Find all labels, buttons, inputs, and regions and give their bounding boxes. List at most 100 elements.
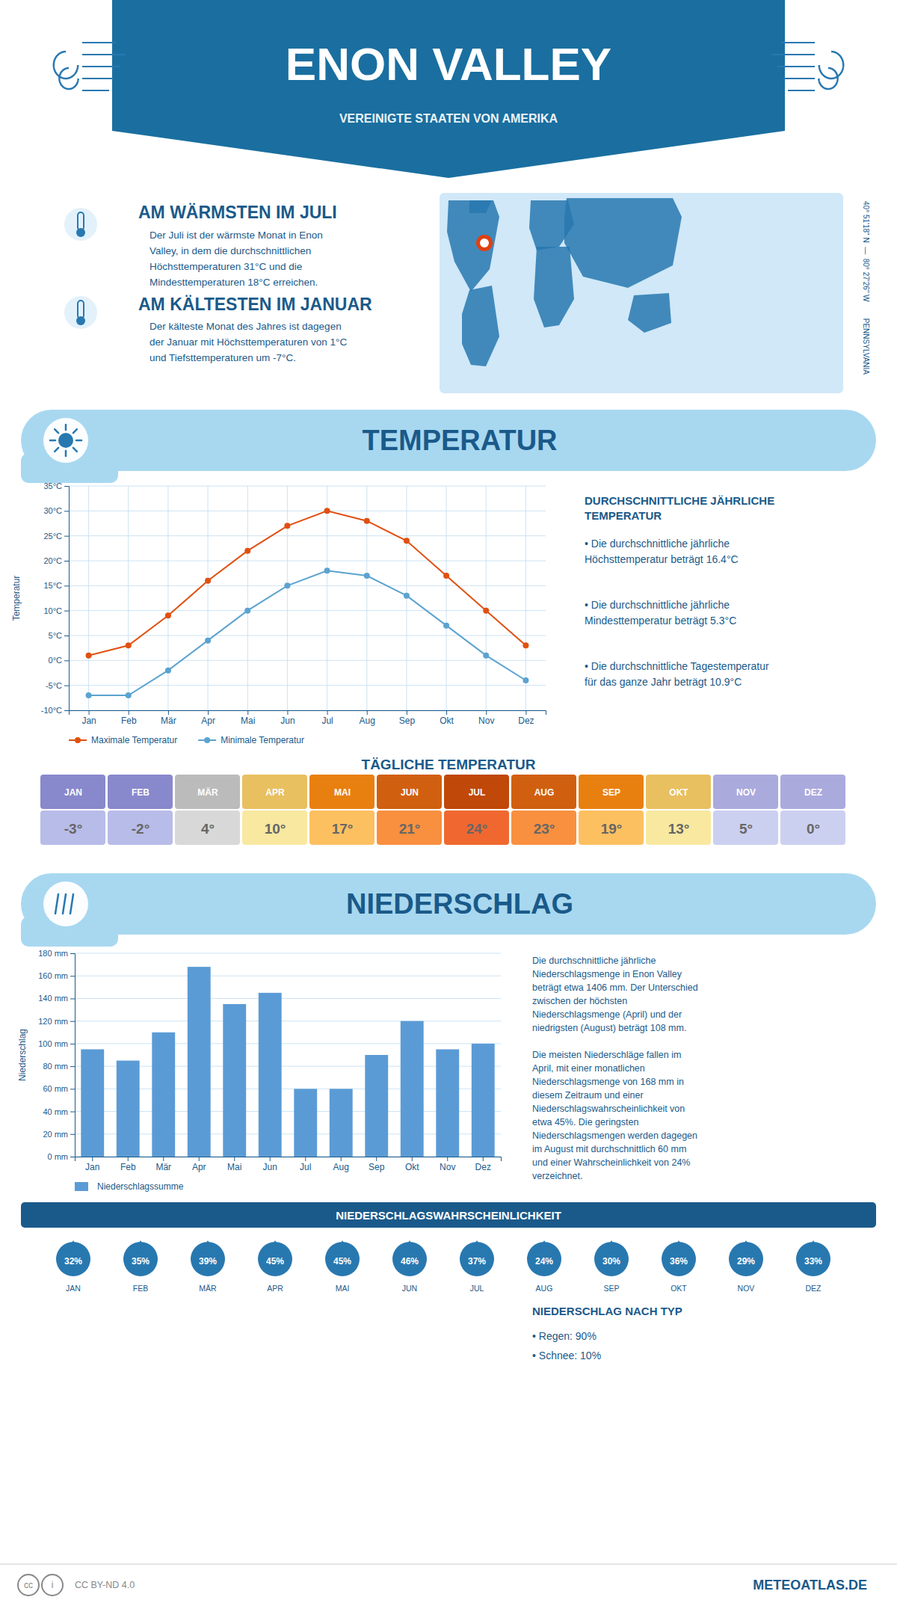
bar [293,1088,317,1157]
y-axis-line [64,486,70,711]
section-title: TEMPERATUR [361,424,557,456]
bar [471,1043,495,1157]
daily-header-cell [309,774,375,809]
marks [80,966,495,1157]
license-line: CC BY-ND 4.0 [74,1579,135,1590]
line-chart: -10°C-5°C0°C5°C10°C15°C20°C25°C30°C35°C J… [11,481,547,746]
precip-text-line: diesem Zeitraum und einer [532,1089,644,1101]
daily-value-line: -2° [131,820,151,837]
x-tick-label: Okt [439,715,454,726]
x-tick-mark [198,1156,200,1161]
legend: Maximale TemperaturMinimale Temperatur [68,734,305,746]
annual-title: DURCHSCHNITTLICHE JÄHRLICHETEMPERATUR [584,494,775,522]
drop-month-line: FEB [133,1283,149,1293]
daily-value-cell [444,810,510,845]
x-grid-line [446,485,448,711]
precip-text-line: Niederschlagsmenge (April) und der [532,1009,682,1020]
map [439,192,844,394]
x-tick-mark [247,710,249,715]
precip-text-line: April, mit einer monatlichen [532,1062,646,1074]
warmest-text-line: Der Juli ist der wärmste Monat in Enon [149,229,323,241]
continent [447,200,500,292]
y-grid-line [68,535,546,536]
daily-month: JAN [64,787,83,798]
precipitation-probability: NIEDERSCHLAGSWAHRSCHEINLICHKEIT32%JAN35%… [20,1201,877,1293]
y-tick-label: 180 mm [38,948,69,958]
wind-swirl [818,68,838,89]
x-tick-label: Sep [399,715,416,726]
x-tick: Apr [201,710,216,726]
x-tick-label: Jan [81,715,96,726]
x-tick-label: Feb [121,715,137,726]
y-grid-line [68,560,546,562]
site: METEOATLAS.DE [752,1577,868,1593]
series-marker [284,522,291,529]
coldest-text-line: Der kälteste Monat des Jahres ist dagege… [149,320,342,332]
y-grid-line [74,953,501,954]
x-tick-mark [482,1156,484,1161]
x-tick: Dez [518,710,534,726]
drop-label-line: 32% [64,1255,83,1267]
drop-label: 24% [535,1255,554,1267]
section-header: NIEDERSCHLAG [20,873,877,947]
wind-line [82,41,116,44]
y-tick-mark [70,1156,75,1158]
x-tick: Jul [321,710,333,726]
x-axis: JanFebMärAprMaiJunJulAugSepOktNovDez [75,1156,502,1173]
sun-icon [58,432,74,448]
x-tick-label: Jul [321,715,333,726]
drop-month-line: AUG [535,1283,554,1293]
y-tick-label: 5°C [48,630,63,640]
y-tick-label: 120 mm [38,1016,69,1026]
drop-label-line: 24% [535,1255,554,1267]
x-tick-mark [88,710,90,715]
y-tick-mark [64,610,69,612]
y-tick-mark [70,1133,75,1135]
drop-month: JUN [402,1283,418,1293]
annual-item: • Die durchschnittliche jährlicheHöchstt… [584,537,739,566]
y-tick-label: 35°C [43,481,63,491]
y-grid-line [68,660,546,661]
x-tick-mark [304,1156,306,1161]
drop-label-line: 37% [467,1255,486,1267]
warmest-text-line: Mindesttemperaturen 18°C erreichen. [149,276,318,288]
wind-swirl [53,51,78,79]
probability-drop: 36%OKT [661,1240,696,1293]
x-tick-label: Feb [120,1161,137,1173]
title-line: ENON VALLEY [285,38,612,90]
y-tick: 35°C [43,481,69,491]
y-tick: 5°C [48,630,69,640]
header: ENON VALLEYVEREINIGTE STAATEN VON AMERIK… [53,0,844,178]
y-tick: 20 mm [42,1129,75,1139]
precip-text-line: Niederschlagsmenge in Enon Valley [532,968,683,980]
infographic: ENON VALLEYVEREINIGTE STAATEN VON AMERIK… [0,0,897,1600]
x-tick-label: Aug [359,715,376,726]
daily-header-cell [376,774,442,809]
marks [85,507,530,699]
series-marker [403,537,410,544]
x-tick: Nov [478,710,495,726]
y-tick-label: 100 mm [38,1039,69,1048]
daily-month: DEZ [804,787,823,798]
coldest-title-line: AM KÄLTESTEN IM JANUAR [138,294,373,314]
y-tick: 15°C [43,580,69,590]
series-marker [244,607,251,614]
y-axis: -10°C-5°C0°C5°C10°C15°C20°C25°C30°C35°C [41,481,70,715]
x-tick-label: Apr [192,1161,207,1173]
x-tick-mark [207,710,209,715]
series-marker [324,507,331,514]
daily-value: 17° [331,820,354,837]
daily-header-cell [578,774,644,809]
y-axis: 0 mm20 mm40 mm60 mm80 mm100 mm120 mm140 … [38,948,75,1161]
x-grid-line [88,485,89,711]
wind-icon [53,42,126,91]
section-header: TEMPERATUR [20,409,877,483]
y-tick-mark [70,1088,75,1090]
probability-drop: 35%FEB [123,1240,158,1293]
y-grid-line [68,510,546,512]
daily-value-cell [376,810,442,845]
x-tick-mark [375,1156,377,1161]
x-tick-label: Nov [439,1161,456,1173]
y-tick: 80 mm [42,1061,75,1071]
icon-bg [64,207,98,241]
